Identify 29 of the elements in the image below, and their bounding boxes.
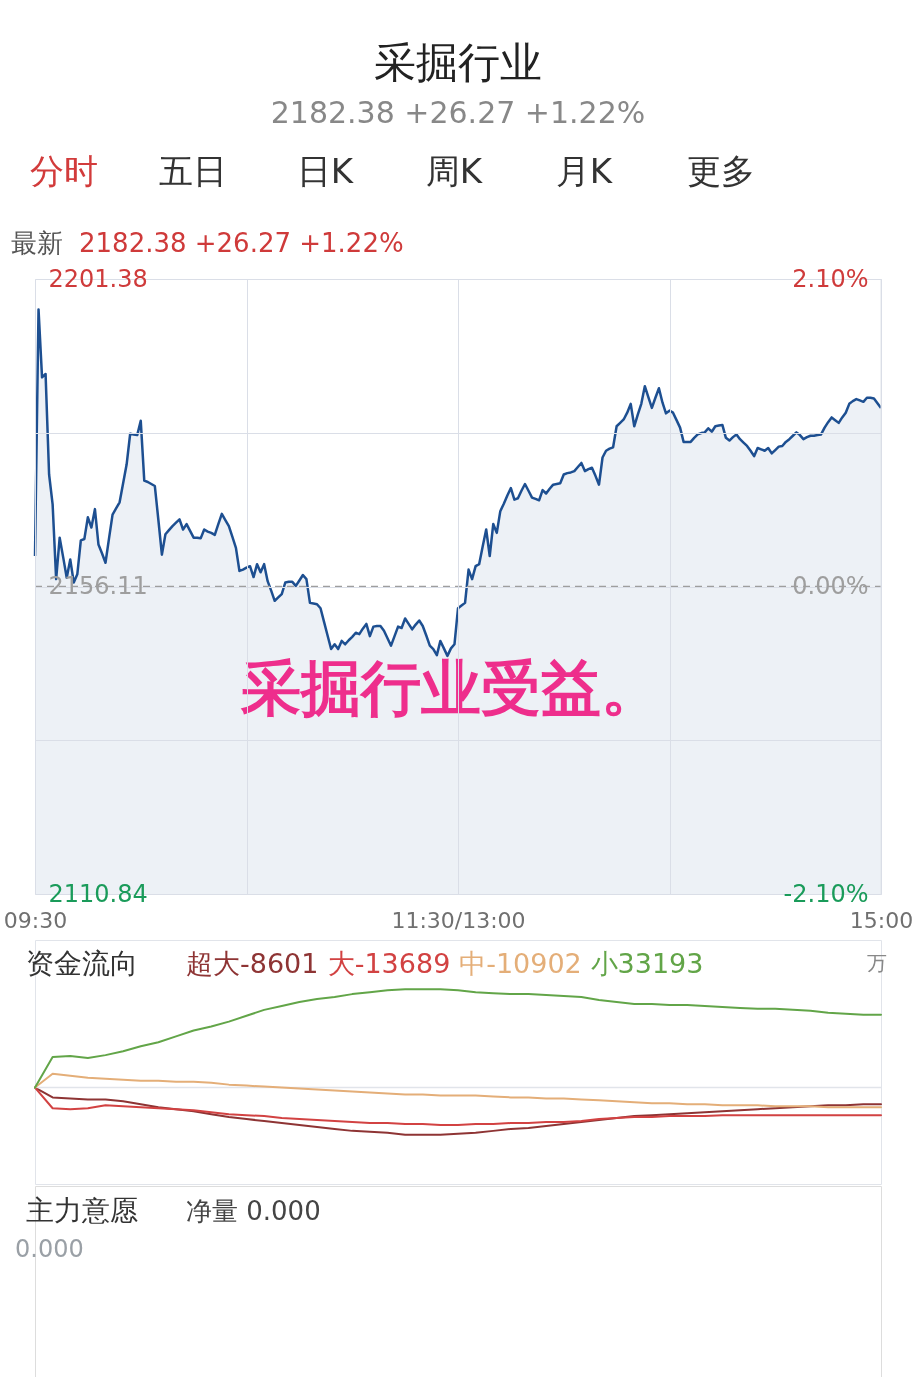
text: 2182.38 +26.27 +1.22%	[79, 228, 404, 258]
text: 日K	[296, 151, 355, 191]
text: 资金流向	[26, 947, 138, 980]
text: 月K	[555, 151, 614, 191]
y-tick-label: 2156.11	[48, 572, 148, 600]
x-tick-label: 15:00	[849, 907, 914, 933]
text: 周K	[425, 151, 484, 191]
text: 净量 0.000	[186, 1196, 321, 1226]
y2-tick-label: 2.10%	[792, 264, 869, 293]
text: 超大-8601	[186, 948, 319, 979]
text: 更多	[687, 151, 755, 191]
y2-tick-label: -2.10%	[783, 879, 869, 908]
text: 中-10902	[459, 948, 582, 979]
text: 大-13689	[327, 948, 451, 979]
text: 最新	[11, 228, 63, 258]
series-label: 小33193	[590, 948, 704, 979]
chart-title: 采掘行业	[374, 38, 542, 87]
text: 0.000	[15, 1235, 84, 1263]
text: 分时	[30, 151, 98, 191]
x-tick-label: 11:30/13:00	[391, 907, 526, 933]
y-tick-label: 2201.38	[48, 264, 148, 293]
x-tick-label: 09:30	[3, 907, 68, 933]
annotation: 采掘行业受益。	[240, 653, 661, 723]
y2-tick-label: 0.00%	[792, 572, 869, 600]
text: 主力意愿	[26, 1194, 138, 1227]
chart-subtitle: 2182.38 +26.27 +1.22%	[270, 95, 646, 130]
text: 五日	[159, 151, 227, 191]
y-tick-label: 2110.84	[48, 879, 148, 908]
text: 万	[867, 951, 887, 975]
